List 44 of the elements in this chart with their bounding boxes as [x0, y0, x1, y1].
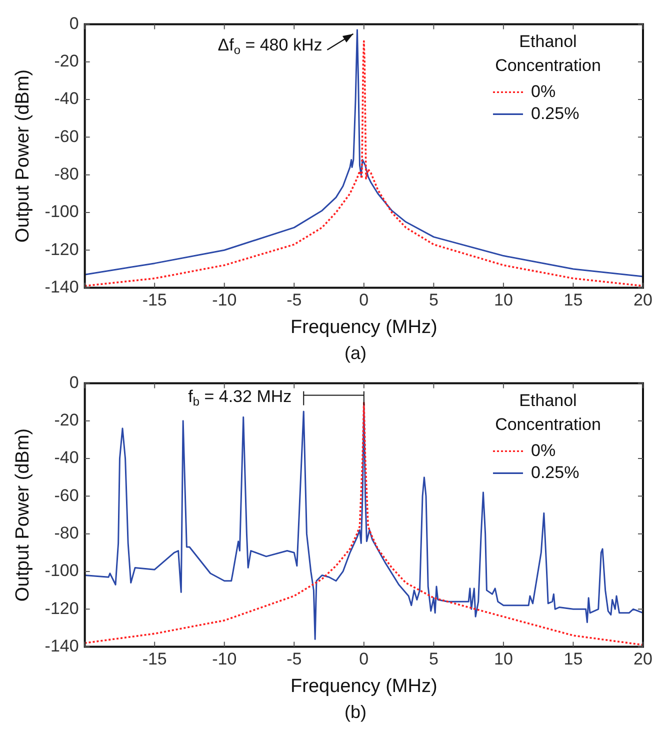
y-tick-label: -80 — [54, 164, 79, 184]
y-tick-label: -20 — [54, 410, 79, 430]
y-tick-label: -60 — [54, 126, 79, 146]
y-tick-label: -140 — [44, 636, 79, 656]
x-tick-label: -15 — [142, 290, 167, 310]
x-tick-label: -10 — [212, 650, 237, 669]
legend-title: Ethanol Concentration — [495, 32, 601, 75]
y-tick-label: -20 — [54, 52, 79, 71]
y-tick-label: 0 — [69, 14, 79, 33]
y-tick-label: -60 — [54, 486, 79, 505]
x-axis-title: Frequency (MHz) — [290, 676, 438, 697]
y-tick-label: -100 — [44, 561, 79, 580]
x-tick-label: 15 — [564, 650, 583, 669]
x-tick-label: -5 — [286, 650, 302, 669]
x-tick-label: 15 — [564, 290, 583, 310]
legend-title: Ethanol Concentration — [495, 390, 601, 434]
y-tick-label: -80 — [54, 524, 79, 543]
legend-label: 0.25% — [531, 462, 580, 482]
x-tick-label: -5 — [286, 290, 302, 310]
x-tick-label: 0 — [359, 290, 369, 310]
y-axis-title: Output Power (dBm) — [12, 428, 34, 602]
y-tick-label: -40 — [54, 448, 79, 468]
x-tick-label: 5 — [428, 290, 438, 310]
y-tick-label: -120 — [44, 240, 79, 259]
legend-label: 0% — [531, 82, 556, 101]
text: (b) — [344, 702, 368, 724]
x-tick-label: 0 — [359, 650, 369, 669]
y-tick-label: -40 — [54, 89, 79, 108]
x-tick-label: 20 — [634, 650, 652, 669]
y-tick-label: 0 — [69, 372, 79, 392]
legend-label: 0% — [531, 440, 556, 460]
x-axis-title: Frequency (MHz) — [290, 316, 438, 338]
y-tick-label: -100 — [44, 202, 79, 222]
y-tick-label: -140 — [44, 277, 79, 296]
text: (a) — [344, 343, 368, 365]
y-axis-title: Output Power (dBm) — [12, 69, 34, 243]
x-tick-label: 5 — [428, 650, 438, 669]
x-tick-label: 10 — [494, 650, 513, 669]
x-tick-label: -10 — [212, 290, 237, 310]
y-tick-label: -120 — [44, 598, 79, 618]
legend-label: 0.25% — [531, 104, 580, 123]
x-tick-label: 10 — [494, 290, 513, 310]
x-tick-label: -15 — [142, 650, 167, 669]
x-tick-label: 20 — [634, 290, 652, 310]
